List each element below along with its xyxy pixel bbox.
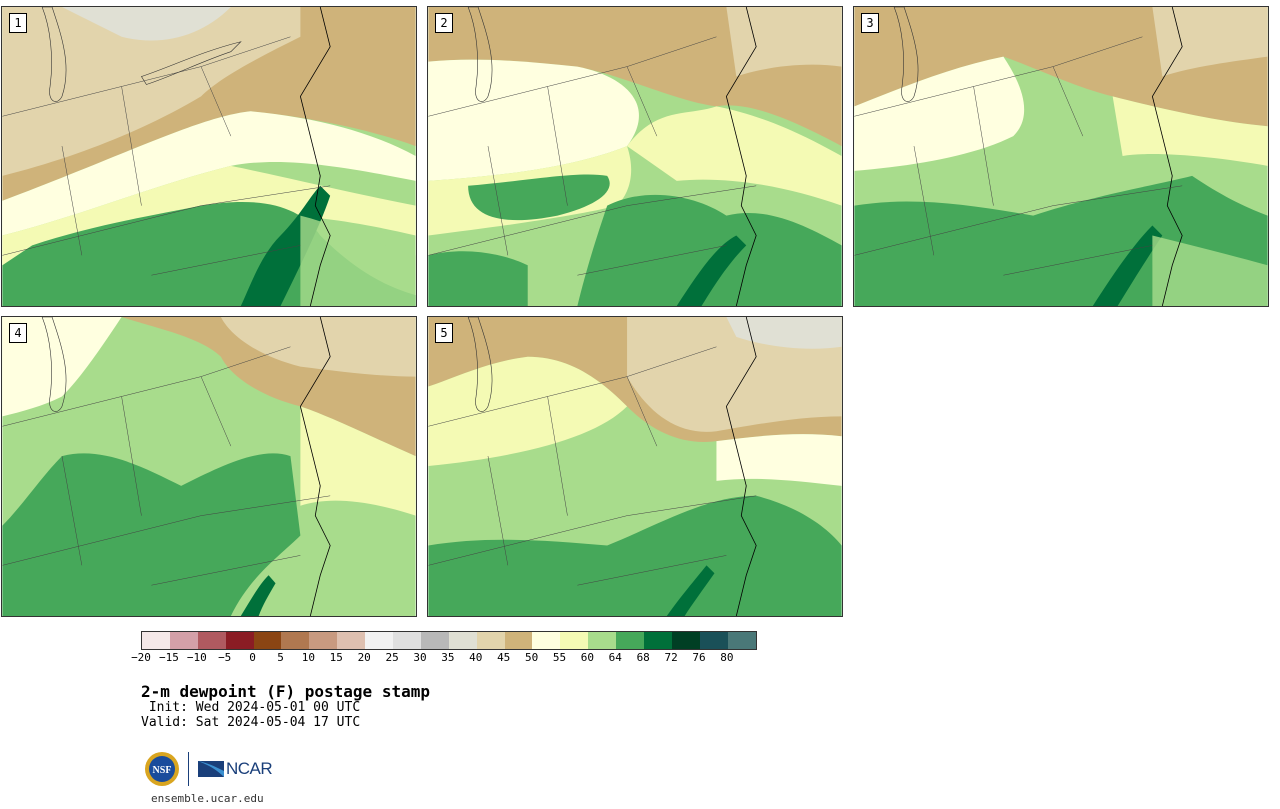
panel-label: 3: [861, 13, 879, 33]
ncar-logo: NCAR: [198, 759, 273, 779]
colorbar-swatch: [560, 632, 589, 649]
colorbar-tick-label: 68: [636, 651, 650, 664]
map-panel-1[interactable]: 1: [1, 6, 417, 307]
panel-label: 1: [9, 13, 27, 33]
colorbar-swatch: [476, 632, 505, 649]
colorbar-tick-label: −20: [131, 651, 151, 664]
colorbar-swatch: [197, 632, 226, 649]
colorbar-ticks: −20 −15 −10 −5 0 5 10 15 20 25 30 35 40 45 50 55 60 64 68 7…: [131, 651, 781, 665]
svg-text:NSF: NSF: [153, 765, 172, 776]
colorbar-swatch: [337, 632, 366, 649]
colorbar-swatch: [588, 632, 617, 649]
panel-label: 2: [435, 13, 453, 33]
colorbar-tick-label: 50: [524, 651, 539, 664]
site-url[interactable]: ensemble.ucar.edu: [151, 792, 264, 805]
dewpoint-map-5: [428, 317, 842, 616]
colorbar: [141, 631, 757, 650]
map-panel-5[interactable]: 5: [427, 316, 843, 617]
colorbar-swatch: [448, 632, 477, 649]
colorbar-swatch: [169, 632, 198, 649]
colorbar-swatch: [616, 632, 645, 649]
colorbar-tick-label: 76: [692, 651, 706, 664]
map-panel-4[interactable]: 4: [1, 316, 417, 617]
colorbar-swatch: [671, 632, 700, 649]
colorbar-tick-label: 10: [301, 651, 316, 664]
panel-label: 4: [9, 323, 27, 343]
dewpoint-map-4: [2, 317, 416, 616]
nsf-logo-icon: NSF: [145, 752, 179, 786]
colorbar-swatch: [309, 632, 338, 649]
colorbar-tick-label: 20: [357, 651, 371, 664]
colorbar-swatch: [699, 632, 728, 649]
colorbar-tick-label: 5: [277, 651, 284, 664]
panel-label: 5: [435, 323, 453, 343]
page-title: 2-m dewpoint (F) postage stamp: [141, 682, 430, 701]
colorbar-swatch: [142, 632, 170, 649]
colorbar-tick-label: 80: [720, 651, 734, 664]
init-time: Init: Wed 2024-05-01 00 UTC: [141, 700, 361, 715]
colorbar-tick-label: 30: [413, 651, 427, 664]
colorbar-tick-label: 64: [608, 651, 622, 664]
colorbar-tick-label: 15: [329, 651, 343, 664]
dewpoint-map-3: [854, 7, 1268, 306]
colorbar-tick-label: −15: [158, 651, 179, 664]
map-panel-3[interactable]: 3: [853, 6, 1269, 307]
ncar-mark-icon: [198, 761, 224, 777]
colorbar-swatch: [504, 632, 533, 649]
colorbar-tick-label: 45: [497, 651, 511, 664]
logo-divider: [188, 752, 189, 786]
colorbar-tick-label: 55: [552, 651, 567, 664]
colorbar-tick-label: 72: [664, 651, 678, 664]
colorbar-tick-label: 25: [385, 651, 399, 664]
colorbar-swatch: [644, 632, 672, 649]
colorbar-tick-label: −10: [186, 651, 207, 664]
valid-time: Valid: Sat 2024-05-04 17 UTC: [141, 715, 361, 730]
colorbar-tick-label: 60: [580, 651, 595, 664]
colorbar-swatch: [727, 632, 756, 649]
dewpoint-map-1: [2, 7, 416, 306]
colorbar-swatch: [281, 632, 310, 649]
logos: NSF NCAR: [144, 750, 273, 788]
colorbar-tick-label: 35: [441, 651, 455, 664]
colorbar-swatch: [365, 632, 394, 649]
colorbar-swatch: [225, 632, 254, 649]
dewpoint-map-2: [428, 7, 842, 306]
colorbar-tick-label: −5: [218, 651, 232, 664]
colorbar-tick-label: 0: [249, 651, 256, 664]
colorbar-swatch: [253, 632, 282, 649]
ncar-logo-text: NCAR: [226, 759, 273, 778]
map-panel-2[interactable]: 2: [427, 6, 843, 307]
colorbar-tick-label: 40: [469, 651, 483, 664]
colorbar-swatch: [420, 632, 449, 649]
colorbar-swatch: [393, 632, 421, 649]
colorbar-swatch: [532, 632, 561, 649]
